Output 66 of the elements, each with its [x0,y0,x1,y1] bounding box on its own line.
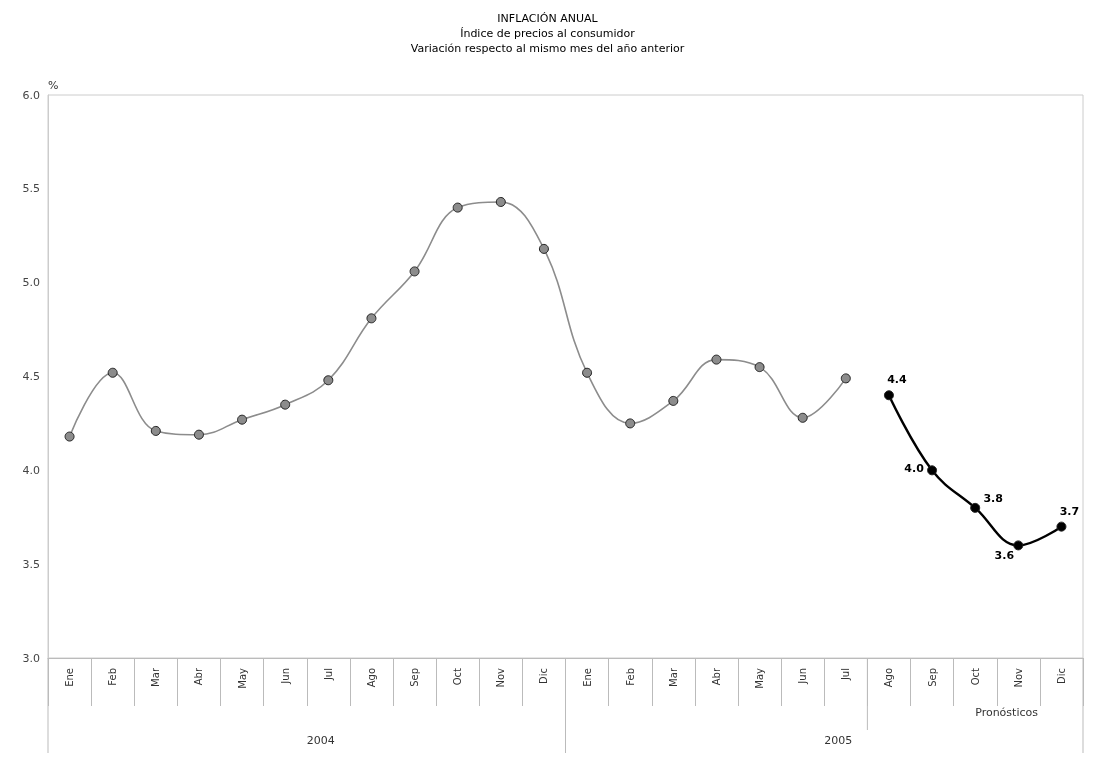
point [495,196,506,207]
point [323,375,334,386]
point [625,418,636,429]
y-tick-label: 4.5 [22,370,40,383]
point [582,367,593,378]
x-tick-label: Nov [1012,667,1024,688]
x-tick-label: Nov [495,667,507,688]
point [668,395,679,406]
data-label: 3.7 [1059,504,1080,518]
y-tick-label: 3.0 [22,651,40,665]
chart-subtitle: Índice de precios al consumidor Variación respecto al mismo mes del año anterior [410,27,685,55]
point [927,465,938,476]
point [237,414,248,425]
point [64,431,75,442]
text: 2004 [306,734,335,747]
data-label: 3.8 [983,491,1003,505]
point [280,399,291,410]
point [1013,540,1024,551]
x-tick-label: May [236,667,248,689]
point [107,367,118,378]
text: 2005 [824,734,853,747]
y-tick-label: 3.5 [22,557,40,571]
point [452,202,463,213]
x-tick-label: Ago [883,668,895,688]
x-tick-label: Oct [969,667,981,686]
point [711,354,722,365]
x-tick-label: Mar [150,667,162,687]
x-tick-label: Oct [452,667,464,686]
x-tick-label: Ago [365,668,377,688]
x-tick-label: Feb [624,668,636,686]
point [797,412,808,423]
point [193,429,204,440]
x-tick-label: Abr [710,667,722,686]
x-tick-label: Dic [1055,668,1067,684]
data-label: 4.0 [904,462,925,476]
x-tick-label: Mar [667,667,679,687]
point [840,373,851,384]
x-tick-label: Jul [322,668,334,682]
x-tick-label: May [754,667,766,689]
x-tick-label: Ene [581,668,593,687]
x-tick-label: Jul [840,668,852,682]
x-tick-label: Sep [409,668,421,687]
x-tick-label: Feb [107,668,119,686]
x-tick-label: Sep [926,668,938,687]
point [970,502,981,513]
x-tick-label: Jun [279,668,291,685]
point [883,390,894,401]
x-tick-label: Jun [797,668,809,685]
y-axis-title: % [48,79,59,92]
point [538,243,549,254]
y-tick-label: 5.5 [22,182,40,196]
x-tick-label: Abr [193,667,205,686]
data-label: 4.4 [887,373,908,387]
point [150,425,161,436]
y-tick-label: 6.0 [22,88,40,102]
data-label: 3.6 [994,549,1015,563]
point [409,266,420,277]
chart-title: INFLACIÓN ANUAL [497,12,599,25]
point [754,362,765,373]
y-tick-label: 5.0 [22,276,40,290]
y-tick-label: 4.0 [22,463,40,477]
text: Pronósticos [975,706,1039,719]
x-tick-label: Ene [64,668,76,687]
x-tick-label: Dic [538,668,550,684]
point [1056,521,1067,532]
point [366,313,377,324]
